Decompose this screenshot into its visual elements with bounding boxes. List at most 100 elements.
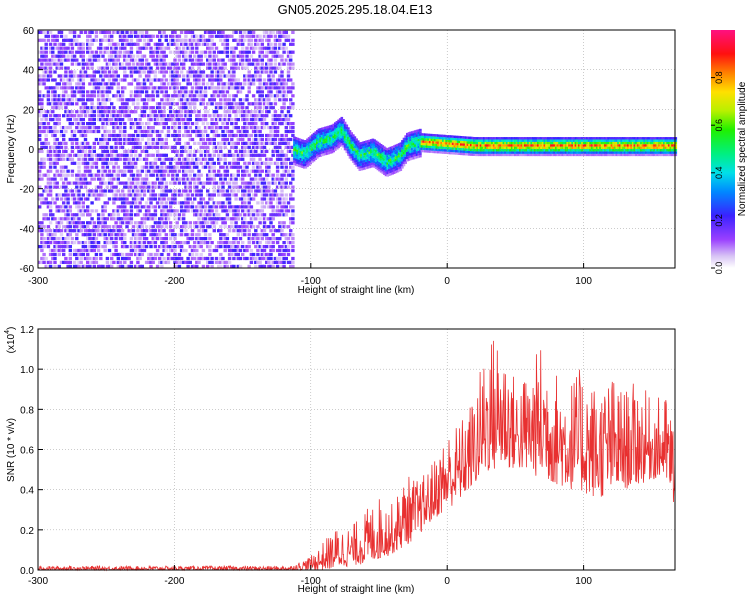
spectrogram-cell (164, 169, 168, 173)
spectrogram-cell (206, 122, 210, 126)
spectrogram-cell (201, 94, 206, 98)
spectrogram-cell (129, 66, 134, 70)
spectrogram-cell (262, 256, 267, 261)
spectrogram-cell (368, 139, 371, 142)
spectrogram-cell (88, 229, 92, 233)
spectrogram-cell (314, 148, 317, 151)
spectrogram-cell (301, 151, 304, 154)
spectrogram-cell (90, 118, 94, 122)
spectrogram-cell (190, 137, 195, 142)
spectrogram-cell (175, 70, 179, 74)
spectrogram-cell (269, 264, 273, 268)
spectrogram-cell (269, 141, 273, 145)
spectrogram-cell (166, 169, 171, 173)
spectrogram-cell (155, 149, 160, 153)
spectrogram-cell (256, 34, 260, 38)
spectrogram-cell (120, 78, 125, 82)
spectrogram-cell (307, 160, 311, 164)
spectrogram-cell (247, 193, 251, 197)
spectrogram-cell (62, 225, 66, 229)
spectrogram-cell (334, 146, 337, 149)
spectrogram-cell (94, 129, 99, 134)
spectrogram-cell (182, 133, 186, 138)
spectrogram-cell (368, 153, 371, 157)
spectrogram-cell (81, 221, 85, 225)
spectrogram-cell (232, 157, 236, 161)
spectrogram-cell (57, 82, 61, 86)
spectrogram-cell (293, 141, 296, 144)
spectrogram-cell (353, 136, 357, 139)
spectrogram-cell (118, 264, 123, 268)
spectrogram-cell (138, 256, 142, 261)
spectrogram-cell (175, 153, 179, 157)
spectrogram-cell (193, 94, 197, 98)
spectrogram-cell (210, 260, 214, 264)
spectrogram-cell (186, 233, 190, 237)
spectrogram-cell (59, 169, 64, 173)
spectrogram-cell (142, 114, 147, 118)
spectrogram-cell (337, 141, 340, 144)
spectrogram-cell (317, 133, 321, 136)
spectrogram-cell (298, 138, 301, 141)
spectrogram-cell (208, 153, 212, 157)
spectrogram-cell (68, 153, 72, 157)
spectrogram-cell (53, 153, 57, 157)
spectrogram-cell (302, 163, 306, 167)
spectrogram-cell (358, 154, 362, 157)
spectrogram-cell (79, 50, 83, 54)
spectrogram-cell (68, 205, 72, 209)
spectrogram-cell (59, 86, 64, 90)
spectrogram-cell (251, 145, 256, 149)
spectrogram-cell (116, 110, 120, 114)
spectrogram-cell (210, 264, 214, 268)
spectrogram-cell (265, 110, 269, 114)
spectrogram-cell (267, 225, 271, 229)
spectrogram-cell (225, 38, 230, 42)
spectrogram-cell (59, 102, 64, 106)
spectrogram-cell (251, 252, 256, 257)
spectrogram-cell (284, 197, 288, 201)
spectrogram-cell (223, 66, 227, 70)
spectrogram-cell (131, 122, 136, 126)
spectrogram-cell (136, 252, 140, 257)
spectrogram-cell (160, 129, 164, 134)
spectrogram-cell (232, 237, 236, 241)
spectrogram-cell (254, 193, 258, 197)
spectrogram-cell (230, 137, 234, 142)
spectrogram-cell (112, 70, 116, 74)
spectrogram-cell (134, 141, 138, 145)
spectrogram-cell (334, 122, 337, 125)
spectrogram-cell (147, 66, 151, 70)
spectrogram-cell (214, 34, 219, 38)
spectrogram-cell (92, 122, 96, 126)
spectrogram-cell (236, 78, 240, 82)
spectrogram-cell (227, 197, 232, 201)
spectrogram-cell (330, 146, 334, 149)
spectrogram-cell (182, 169, 186, 173)
spectrogram-cell (221, 141, 225, 145)
spectrogram-cell (267, 94, 271, 98)
spectrogram-cell (162, 221, 166, 225)
spectrogram-cell (171, 233, 175, 237)
spectrogram-cell (374, 166, 378, 169)
spectrogram-cell (136, 46, 140, 50)
spectrogram-cell (110, 46, 114, 50)
spectrogram-cell (278, 38, 282, 42)
spectrogram-cell (168, 213, 173, 217)
spectrogram-cell (62, 82, 66, 86)
spectrogram-cell (278, 201, 282, 205)
spectrogram-cell (53, 245, 57, 249)
spectrogram-cell (343, 136, 347, 139)
spectrogram-cell (46, 129, 51, 134)
spectrogram-cell (199, 181, 203, 185)
spectrogram-cell (219, 189, 223, 193)
spectrogram-cell (289, 129, 293, 134)
spectrogram-cell (267, 102, 271, 106)
spectrogram-cell (210, 256, 214, 261)
spectrogram-cell (171, 248, 175, 253)
spectrogram-cell (107, 98, 112, 102)
spectrogram-cell (319, 142, 322, 145)
spectrogram-cell (166, 94, 171, 98)
spectrogram-cell (168, 161, 173, 165)
spectrogram-cell (232, 133, 236, 138)
